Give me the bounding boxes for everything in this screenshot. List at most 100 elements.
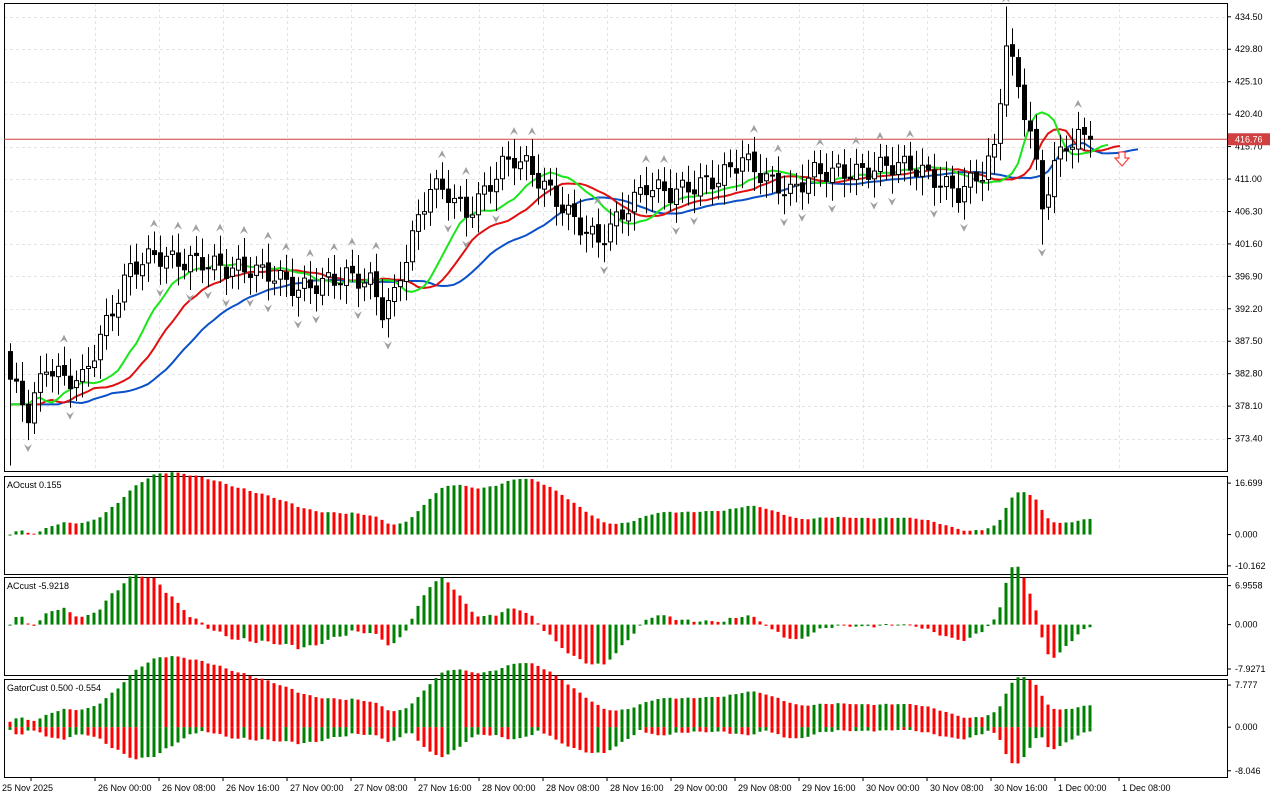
gator-bar-down	[644, 727, 648, 733]
ac-bar	[854, 624, 858, 627]
ac-bar	[626, 624, 630, 641]
ac-bar	[332, 624, 336, 637]
candle-body	[146, 248, 151, 264]
gator-bar-up	[836, 703, 840, 728]
ao-bar	[884, 517, 888, 535]
ac-bar	[446, 582, 450, 625]
gator-bar-down	[998, 727, 1002, 740]
candle-body	[428, 189, 433, 213]
time-tick-label: 30 Nov 08:00	[930, 783, 984, 793]
gator-bar-down	[20, 727, 24, 735]
gator-bar-up	[1046, 704, 1050, 728]
gator-bar-down	[866, 727, 870, 731]
fractal-up-marker	[216, 223, 224, 232]
ac-bar	[146, 577, 150, 625]
gator-panel[interactable]: GatorCust 0.500 -0.554 7.777 0.000 -8.046	[4, 656, 1261, 778]
ac-bar	[296, 624, 300, 650]
gator-bar-up	[596, 704, 600, 728]
candle-body	[776, 172, 781, 194]
gator-bar-down	[332, 727, 336, 738]
ac-bar	[422, 595, 426, 625]
gator-bar-down	[560, 727, 564, 744]
candle-body	[182, 263, 187, 271]
time-tick-label: 27 Nov 16:00	[418, 783, 472, 793]
gator-bar-down	[656, 727, 660, 736]
fractal-down-marker	[294, 320, 302, 329]
gator-bar-up	[746, 691, 750, 728]
ao-bar	[848, 517, 852, 535]
price-tick-label: 406.30	[1235, 206, 1263, 216]
ac-bar	[1022, 577, 1026, 625]
candle-body	[668, 188, 673, 203]
gator-bar-down	[626, 727, 630, 739]
candle-body	[188, 254, 193, 273]
fractal-down-marker	[960, 223, 968, 232]
time-tick-label: 1 Dec 00:00	[1058, 783, 1107, 793]
gator-bar-down	[728, 727, 732, 734]
gator-bar-up	[980, 717, 984, 728]
candle-body	[290, 276, 295, 296]
gator-bar-up	[788, 702, 792, 728]
gator-bar-up	[452, 669, 456, 728]
fractal-down-marker	[312, 315, 320, 324]
gator-bar-up	[518, 663, 522, 728]
gator-bar-up	[206, 663, 210, 728]
fractal-down-marker	[246, 298, 254, 307]
ao-bar	[86, 521, 90, 535]
ao-bar	[194, 475, 198, 535]
ac-bar	[80, 616, 84, 625]
gator-bar-down	[314, 727, 318, 742]
candle-body	[494, 178, 499, 193]
fractal-up-marker	[174, 221, 182, 230]
candle-body	[926, 164, 931, 171]
gator-bar-up	[680, 698, 684, 728]
gator-bar-up	[26, 719, 30, 728]
gator-title: GatorCust 0.500 -0.554	[7, 683, 101, 693]
ao-panel[interactable]: AOcust 0.155 16.699 0.000 -10.162	[4, 472, 1266, 575]
price-panel[interactable]	[4, 3, 1228, 472]
ao-bar	[524, 478, 528, 535]
ao-bar	[140, 482, 144, 535]
ao-bar	[236, 487, 240, 535]
ao-bar	[1004, 507, 1008, 535]
ao-bar	[686, 511, 690, 535]
ao-bar	[932, 521, 936, 535]
fractal-up-marker	[264, 231, 272, 240]
gator-bar-up	[56, 711, 60, 728]
ao-bar	[284, 501, 288, 535]
ao-bar	[680, 512, 684, 535]
candle-body	[80, 369, 85, 383]
gator-bar-down	[8, 727, 12, 730]
gator-bar-up	[956, 715, 960, 728]
ao-bar	[626, 522, 630, 535]
price-tick-label: 392.20	[1235, 304, 1263, 314]
candle-body	[752, 151, 757, 173]
gator-bar-up	[200, 660, 204, 728]
ao-bar	[962, 530, 966, 535]
ac-bar	[758, 621, 762, 625]
gator-bar-down	[548, 727, 552, 736]
ac-bar	[818, 624, 822, 629]
candle-body	[224, 266, 229, 279]
ac-bar	[950, 624, 954, 638]
ao-bar	[200, 476, 204, 535]
ac-bar	[692, 621, 696, 625]
gator-bar-down	[752, 727, 756, 735]
gator-bar-up	[536, 665, 540, 728]
ac-bar	[38, 620, 42, 625]
candle-body	[212, 255, 217, 271]
ao-bar	[740, 507, 744, 535]
ac-bar	[206, 624, 210, 629]
gator-bar-up	[1004, 693, 1008, 728]
gator-bar-up	[44, 714, 48, 728]
ac-panel[interactable]: ACcust -5.9218 6.9558 0.000 -7.9271	[4, 566, 1266, 676]
candle-body	[1046, 194, 1051, 208]
gator-bar-down	[758, 727, 762, 732]
gator-bar-down	[872, 727, 876, 732]
gator-bar-down	[686, 727, 690, 733]
current-price-tag	[1228, 133, 1270, 146]
ao-bar	[248, 490, 252, 535]
ac-bar	[608, 624, 612, 660]
candle-body	[1088, 135, 1093, 140]
